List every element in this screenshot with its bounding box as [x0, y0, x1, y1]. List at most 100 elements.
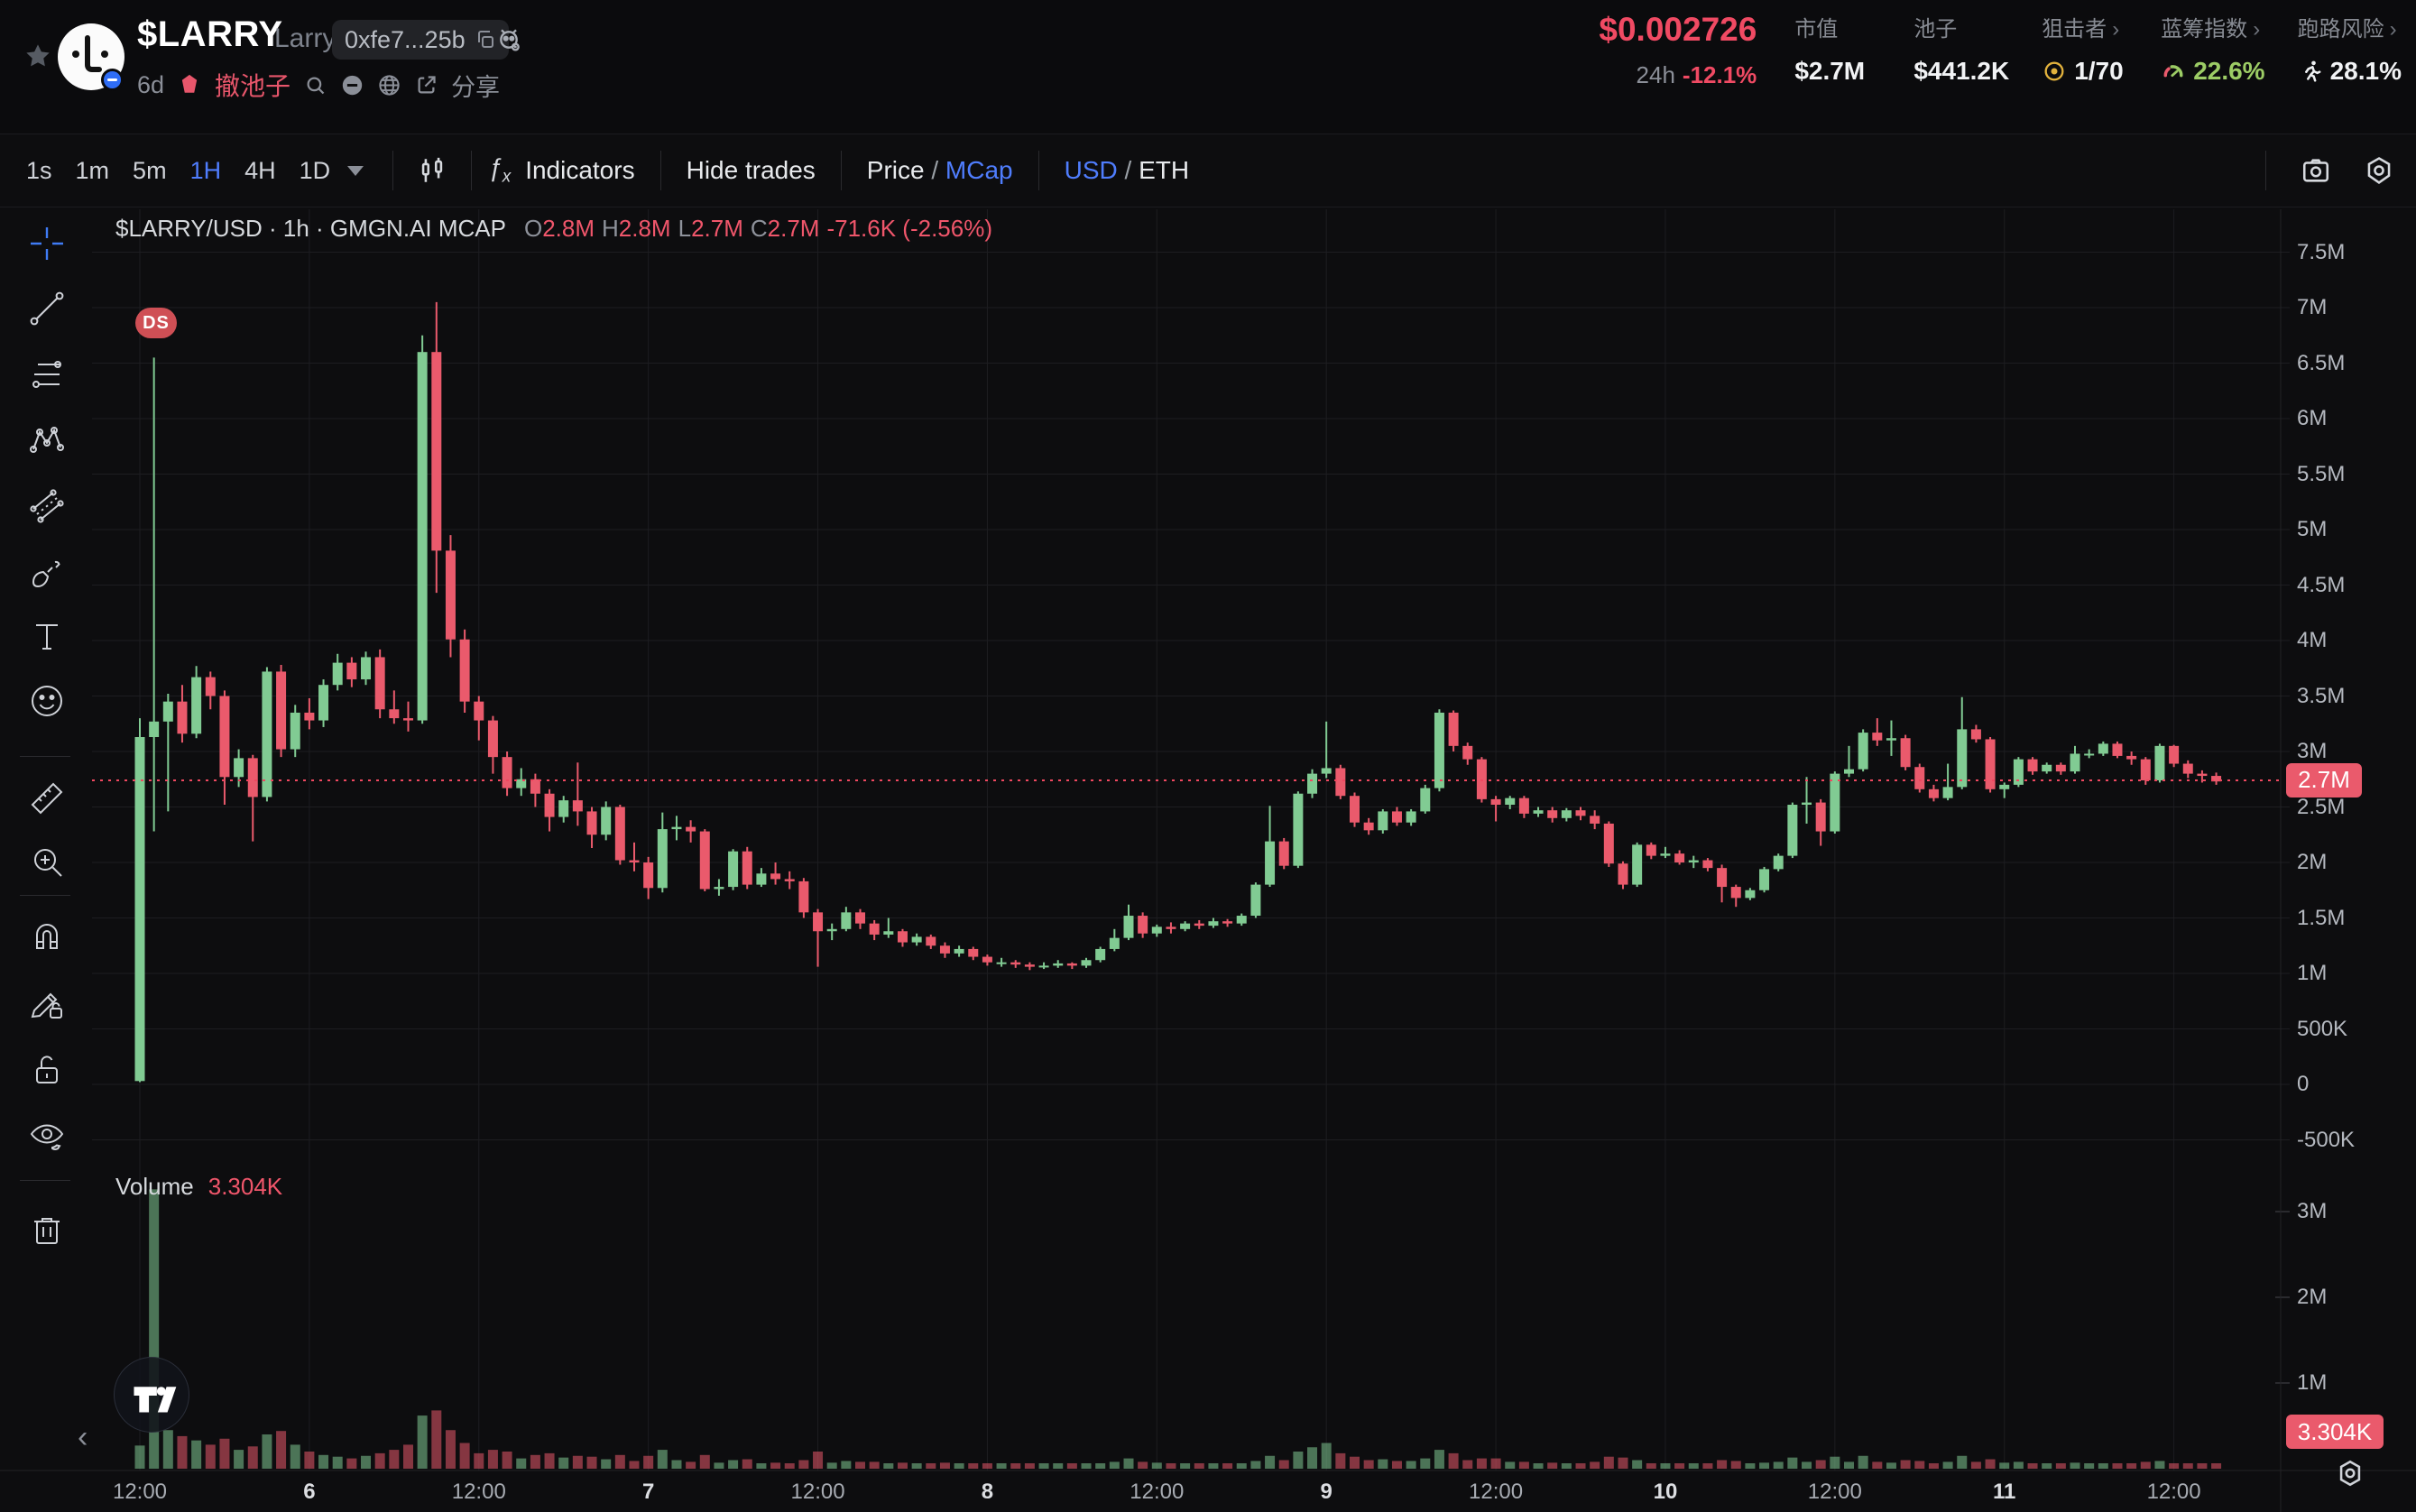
- text-tool-icon[interactable]: [27, 616, 67, 656]
- stat-4[interactable]: 蓝筹指数 › 22.6%: [2161, 11, 2264, 86]
- runner-icon: [2298, 59, 2323, 84]
- time-axis-label: 12:00: [1130, 1480, 1185, 1504]
- rug-alert-icon: [177, 72, 202, 97]
- price-mode-toggle[interactable]: Price / MCap: [866, 156, 1013, 184]
- header-stats: $0.002726 24h -12.1% 市值 $2.7M 池子 $441.2K 狙击者 ›…: [1599, 11, 2402, 89]
- time-axis-day-label: 8: [981, 1480, 994, 1504]
- token-avatar[interactable]: [58, 23, 124, 91]
- timeframe-group: 1s 1m 5m 1H 4H 1D: [14, 157, 342, 185]
- chart-title: $LARRY/USD · 1h · GMGN.AI MCAP: [115, 215, 506, 242]
- timeframe-5m[interactable]: 5m: [133, 156, 167, 184]
- copy-icon: [477, 31, 493, 48]
- token-meta-row: 6d 撤池子 分享: [137, 69, 500, 101]
- search-icon[interactable]: [303, 73, 327, 97]
- volume-value: 3.304K: [207, 1173, 283, 1200]
- hide-drawings-tool-icon[interactable]: [27, 1116, 67, 1156]
- chart-legend: $LARRY/USD · 1h · GMGN.AI MCAP O2.8M H2.8…: [115, 215, 992, 242]
- scanner-owl-icon[interactable]: [494, 25, 523, 54]
- crosshair-tool-icon[interactable]: [27, 224, 67, 263]
- price-axis-label: 4.5M: [2297, 572, 2346, 597]
- timeframe-1s[interactable]: 1s: [26, 156, 52, 184]
- trend-line-tool-icon[interactable]: [27, 289, 67, 328]
- website-globe-icon[interactable]: [377, 73, 401, 97]
- stat-label: 狙击者 ›: [2042, 17, 2120, 41]
- rug-pull-label[interactable]: 撤池子: [215, 72, 291, 100]
- token-price: $0.002726: [1599, 11, 1757, 48]
- zoom-in-tool-icon[interactable]: [27, 842, 67, 881]
- horizontal-lines-tool-icon[interactable]: [27, 355, 67, 394]
- price-axis-label: 6.5M: [2297, 350, 2346, 375]
- price-axis-label: 1.5M: [2297, 905, 2346, 930]
- time-axis-label: 12:00: [451, 1480, 506, 1504]
- chevron-right-icon: ›: [2389, 17, 2397, 41]
- stat-5[interactable]: 跑路风险 › 28.1%: [2298, 11, 2402, 86]
- price-axis-label: 3.5M: [2297, 683, 2346, 708]
- external-link-icon[interactable]: [414, 73, 438, 97]
- price-axis-label: 7M: [2297, 295, 2328, 319]
- price-mode-mcap[interactable]: MCap: [945, 156, 1013, 184]
- timeframe-4H[interactable]: 4H: [244, 156, 276, 184]
- ohlc-high: 2.8M: [618, 215, 671, 242]
- chart-settings-gear-icon[interactable]: [2364, 155, 2394, 186]
- share-label[interactable]: 分享: [451, 73, 501, 101]
- stat-2: 池子 $441.2K: [1913, 11, 2009, 86]
- magnet-tool-icon[interactable]: [27, 918, 67, 958]
- screenshot-camera-icon[interactable]: [2301, 155, 2331, 186]
- timeframe-1m[interactable]: 1m: [75, 156, 110, 184]
- timeframe-1H[interactable]: 1H: [189, 156, 222, 184]
- token-age: 6d: [137, 70, 165, 98]
- price-axis-label: 2.5M: [2297, 794, 2346, 819]
- currency-usd[interactable]: USD: [1064, 156, 1118, 184]
- ohlc-open: 2.8M: [542, 215, 595, 242]
- tradingview-logo[interactable]: [114, 1357, 189, 1433]
- ruler-tool-icon[interactable]: [27, 779, 67, 818]
- price-axis-label: 6M: [2297, 406, 2328, 430]
- blocked-circle-icon[interactable]: [340, 73, 364, 97]
- separator: [659, 151, 661, 190]
- timezone-settings-gear-icon[interactable]: [2335, 1458, 2365, 1489]
- current-volume-tag: 3.304K: [2286, 1415, 2384, 1449]
- brush-tool-icon[interactable]: [27, 551, 67, 591]
- collapse-panel-arrow[interactable]: ‹: [78, 1420, 88, 1454]
- chart-canvas[interactable]: [92, 209, 2281, 1471]
- remove-drawings-tool-icon[interactable]: [27, 1210, 67, 1249]
- stat-1: 市值 $2.7M: [1794, 11, 1881, 86]
- dex-screener-badge[interactable]: DS: [135, 308, 177, 338]
- target-icon: [2042, 59, 2067, 84]
- candle-style-icon[interactable]: [417, 155, 447, 186]
- stat-3[interactable]: 狙击者 › 1/70: [2042, 11, 2128, 86]
- stat-label: 池子: [1913, 17, 1958, 41]
- volume-axis-label: 3M: [2297, 1199, 2328, 1223]
- hide-trades-button[interactable]: Hide trades: [686, 156, 816, 184]
- ohlc-change: -71.6K (-2.56%): [826, 215, 992, 242]
- stat-label: 跑路风险 ›: [2297, 17, 2397, 41]
- token-symbol: $LARRY: [137, 14, 283, 54]
- indicators-button[interactable]: Indicators: [525, 156, 635, 184]
- emoji-tool-icon[interactable]: [27, 681, 67, 721]
- time-axis-day-label: 7: [641, 1480, 655, 1504]
- parallel-channel-tool-icon[interactable]: [27, 485, 67, 525]
- favorite-star-icon[interactable]: [23, 41, 52, 70]
- ohlc-low: 2.7M: [691, 215, 743, 242]
- stat-value: 28.1%: [2298, 57, 2402, 86]
- xabcd-pattern-tool-icon[interactable]: [27, 419, 67, 459]
- drawing-edit-lock-tool-icon[interactable]: [27, 984, 67, 1024]
- contract-address-pill[interactable]: 0xfe7...25b: [332, 20, 509, 60]
- separator: [471, 151, 473, 190]
- time-axis-label: 12:00: [1807, 1480, 1862, 1504]
- time-axis-day-label: 11: [1993, 1480, 2016, 1504]
- stat-value: 1/70: [2042, 57, 2128, 86]
- token-name: Larry: [274, 23, 337, 53]
- time-axis-day-label: 10: [1653, 1480, 1678, 1504]
- timeframe-1D[interactable]: 1D: [299, 156, 331, 184]
- lock-drawings-tool-icon[interactable]: [27, 1050, 67, 1090]
- chevron-right-icon: ›: [2112, 17, 2120, 41]
- volume-legend: Volume 3.304K: [115, 1173, 282, 1201]
- token-header: $LARRY Larry 0xfe7...25b 6d 撤池子: [0, 0, 2416, 134]
- rail-divider: [20, 756, 70, 757]
- timeframe-dropdown-caret[interactable]: [347, 165, 364, 176]
- change-24h-value: -12.1%: [1682, 61, 1757, 88]
- price-mode-price[interactable]: Price: [866, 156, 925, 184]
- currency-toggle[interactable]: USD / ETH: [1064, 156, 1190, 184]
- currency-eth[interactable]: ETH: [1139, 156, 1190, 184]
